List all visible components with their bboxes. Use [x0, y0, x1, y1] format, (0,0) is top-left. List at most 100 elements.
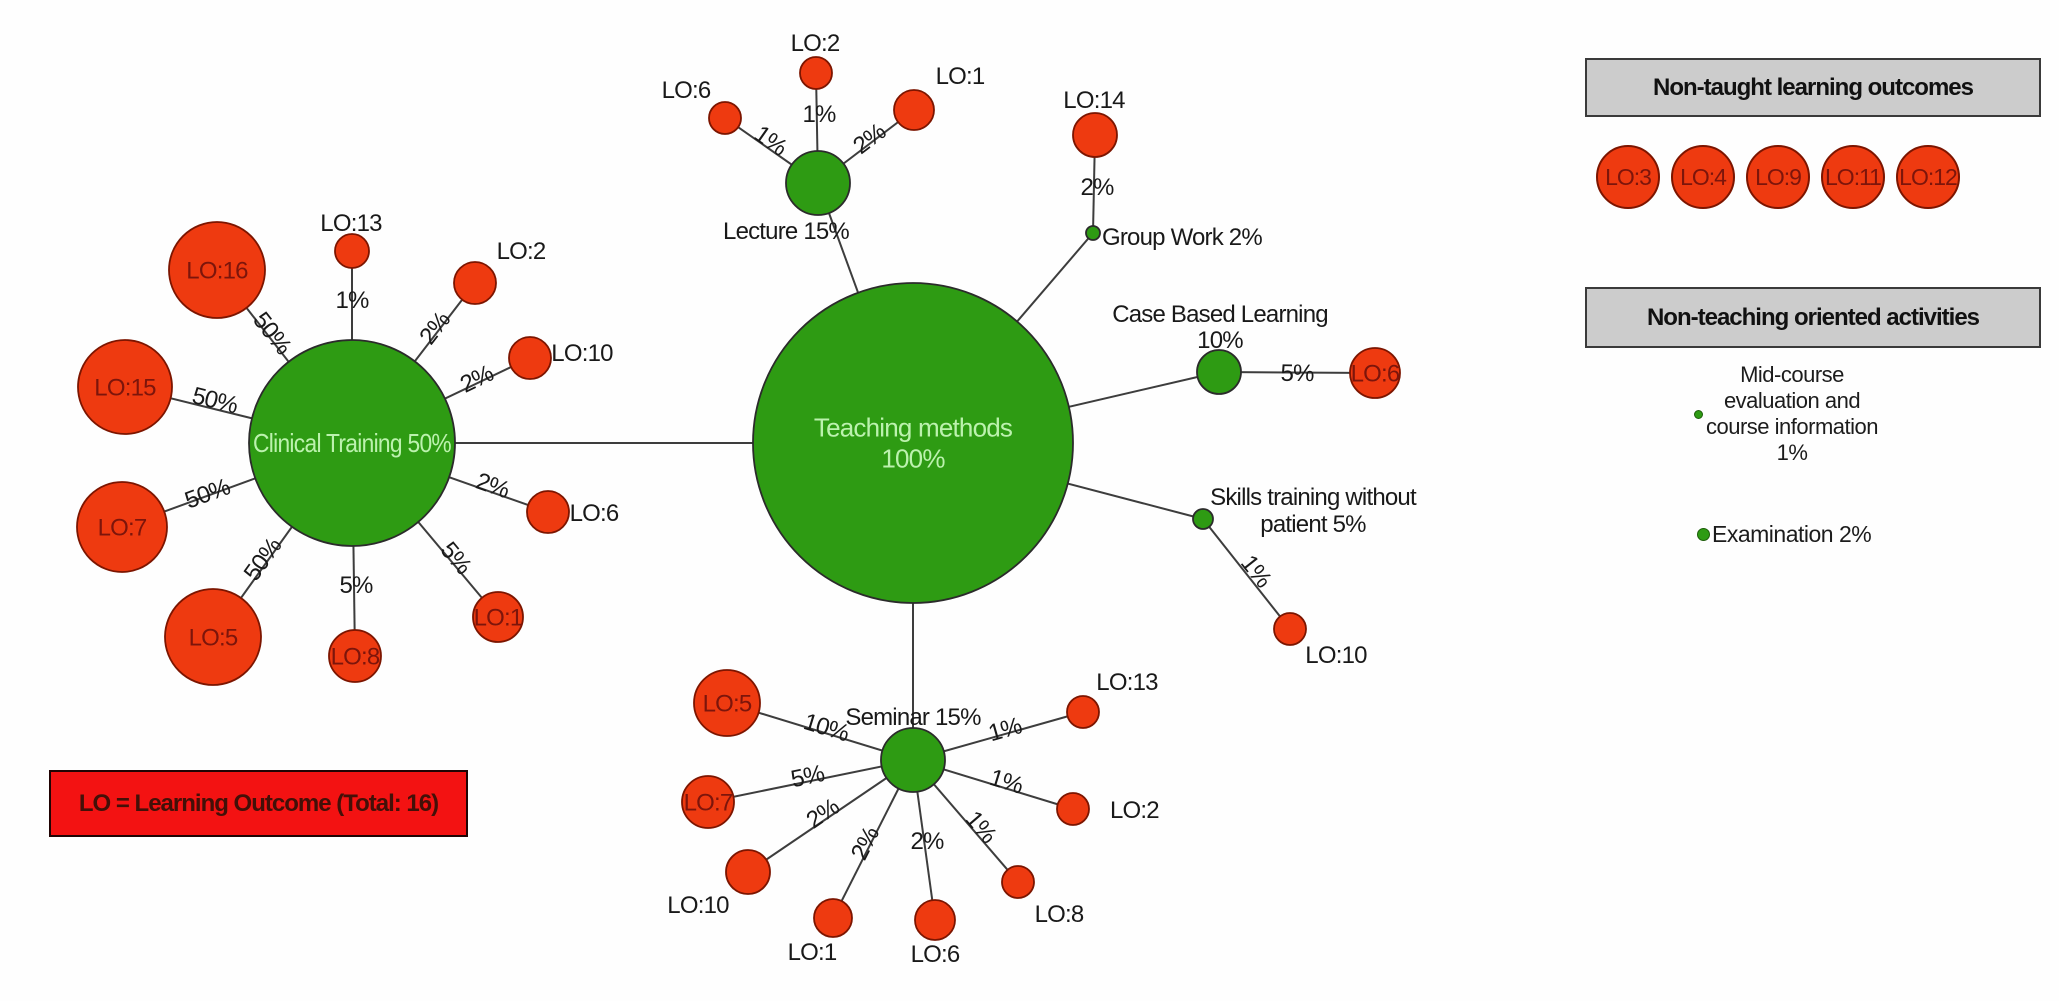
edge-label-clinical-c-lo16: 50% [247, 307, 297, 360]
node-se-lo10 [725, 849, 771, 895]
node-se-lo5 [693, 669, 761, 737]
edge-label-clinical-c-lo5: 50% [239, 533, 288, 586]
mid-course-line: course information [1706, 414, 1878, 439]
mid-course-line: 1% [1776, 440, 1808, 465]
node-s-lo10 [1273, 612, 1307, 646]
node-clinical [248, 339, 456, 547]
edge-label-seminar-se-lo8: 1% [960, 806, 1002, 849]
edge-label-clinical-c-lo7: 50% [181, 473, 234, 514]
lo-chip: LO:11 [1821, 145, 1885, 209]
mid-course-line: Mid-course [1740, 362, 1844, 387]
label-teaching: Teaching methods 100% [814, 413, 1013, 474]
lo-chip-label: LO:9 [1755, 163, 1802, 190]
label-c-lo10: LO:10 [551, 340, 613, 367]
node-c-lo7 [76, 481, 168, 573]
node-l-lo6 [708, 101, 742, 135]
non-teaching-activities-header: Non-teaching oriented activities [1585, 287, 2041, 348]
edge-label-clinical-c-lo10: 2% [456, 360, 498, 399]
label-se-lo5: LO:5 [703, 690, 752, 717]
lo-chip-label: LO:11 [1825, 163, 1882, 190]
edge-label-lecture-l-lo6: 1% [749, 120, 792, 161]
node-c-lo5 [164, 588, 262, 686]
node-c-lo15 [77, 339, 173, 435]
lo-definition-note-text: LO = Learning Outcome (Total: 16) [78, 789, 439, 817]
node-c-lo10 [508, 336, 552, 380]
edge-label-clinical-c-lo2: 2% [414, 307, 456, 350]
node-lo14 [1072, 112, 1118, 158]
node-se-lo13 [1066, 695, 1100, 729]
edge-label-seminar-se-lo2: 1% [986, 764, 1026, 800]
mid-course-line: evaluation and [1723, 388, 1861, 413]
label-l-lo2: LO:2 [791, 30, 840, 57]
label-skills: Skills training without patient 5% [1210, 484, 1417, 538]
edge-label-clinical-c-lo13: 1% [335, 287, 369, 314]
node-se-lo8 [1001, 865, 1035, 899]
edge-seminar-se-lo10 [747, 759, 914, 873]
label-se-lo2: LO:2 [1110, 797, 1159, 824]
node-se-lo2 [1056, 792, 1090, 826]
label-c-lo16: LO:16 [186, 257, 248, 284]
examination-dot [1697, 528, 1710, 541]
label-se-lo7: LO:7 [684, 789, 733, 816]
label-se-lo8: LO:8 [1035, 901, 1084, 928]
edge-label-lecture-l-lo2: 1% [802, 101, 836, 128]
node-cbl [1196, 349, 1242, 395]
node-c-lo8 [328, 629, 382, 683]
label-c-lo1: LO:1 [474, 604, 523, 631]
edge-label-lecture-l-lo1: 2% [848, 118, 891, 160]
label-se-lo6: LO:6 [911, 941, 960, 968]
edge-label-groupwork-lo14: 2% [1080, 174, 1114, 201]
node-l-lo2 [799, 56, 833, 90]
lo-chip: LO:12 [1896, 145, 1960, 209]
node-teaching [752, 282, 1074, 604]
edge-label-cbl-cb-lo6: 5% [1280, 360, 1314, 387]
node-skills [1192, 508, 1214, 530]
lo-chip-label: LO:3 [1605, 163, 1652, 190]
node-c-lo2 [453, 261, 497, 305]
edge-label-clinical-c-lo6: 2% [472, 468, 513, 505]
edge-skills-s-lo10 [1202, 518, 1291, 630]
examination-label: Examination 2% [1712, 521, 1872, 547]
label-c-lo8: LO:8 [331, 643, 380, 670]
lo-definition-note-box: LO = Learning Outcome (Total: 16) [49, 770, 468, 837]
label-l-lo6: LO:6 [662, 77, 711, 104]
edge-label-clinical-c-lo8: 5% [339, 572, 373, 599]
node-c-lo16 [168, 221, 266, 319]
node-c-lo13 [334, 233, 370, 269]
edge-label-seminar-se-lo13: 1% [985, 712, 1025, 747]
label-lo14: LO:14 [1063, 87, 1125, 114]
node-c-lo6 [526, 490, 570, 534]
lo-chip-label: LO:4 [1680, 163, 1727, 190]
edge-seminar-se-lo7 [707, 759, 914, 803]
label-c-lo6: LO:6 [570, 500, 619, 527]
label-se-lo13: LO:13 [1096, 669, 1158, 696]
label-groupwork: Group Work 2% [1102, 224, 1262, 251]
label-c-lo13: LO:13 [320, 210, 382, 237]
mid-course-dot [1694, 410, 1703, 419]
label-c-lo5: LO:5 [189, 624, 238, 651]
node-seminar [880, 727, 946, 793]
label-s-lo10: LO:10 [1305, 642, 1367, 669]
label-clinical: Clinical Training 50% [253, 428, 452, 458]
label-se-lo1: LO:1 [788, 939, 837, 966]
label-lecture: Lecture 15% [723, 218, 849, 245]
label-seminar: Seminar 15% [845, 704, 981, 731]
node-cb-lo6 [1349, 347, 1401, 399]
label-cb-lo6: LO:6 [1351, 360, 1400, 387]
edge-label-seminar-se-lo7: 5% [789, 760, 827, 793]
diagram-nodes [76, 56, 1401, 941]
edge-label-skills-s-lo10: 1% [1235, 550, 1277, 593]
edge-label-clinical-c-lo1: 5% [435, 537, 477, 580]
label-c-lo7: LO:7 [98, 514, 147, 541]
node-groupwork [1085, 225, 1101, 241]
label-l-lo1: LO:1 [936, 63, 985, 90]
node-l-lo1 [893, 89, 935, 131]
node-se-lo6 [914, 899, 956, 941]
lo-chip: LO:4 [1671, 145, 1735, 209]
node-c-lo1 [472, 591, 524, 643]
lo-chip-label: LO:12 [1899, 163, 1958, 190]
edge-cbl-cb-lo6 [1218, 371, 1376, 374]
node-lecture [785, 150, 851, 216]
